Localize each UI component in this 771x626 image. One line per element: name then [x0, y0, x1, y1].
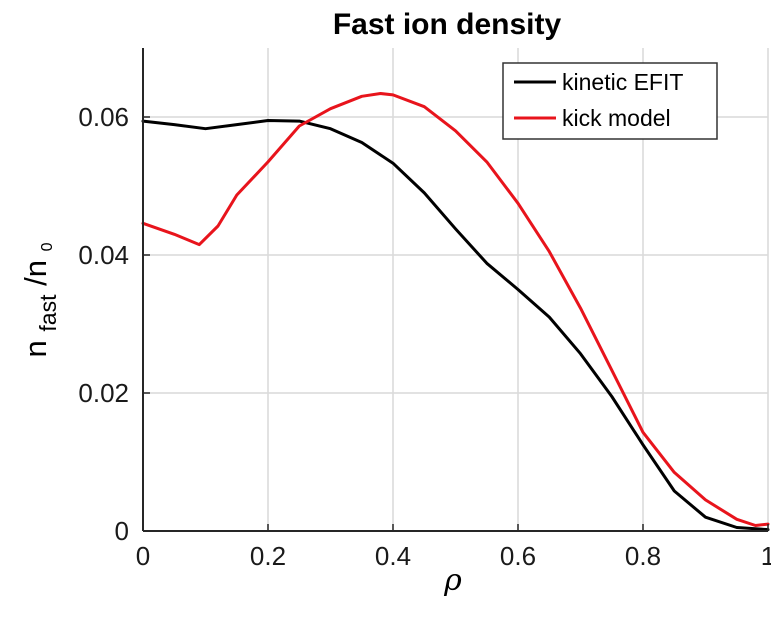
- series-line-kick-model: [141, 92, 770, 527]
- y-axis-label-mid: /n: [18, 260, 53, 286]
- x-tick-label: 0.4: [375, 541, 411, 571]
- y-axis-label-main: n: [18, 340, 53, 357]
- x-axis-label: ρ: [443, 563, 462, 598]
- x-tick-label: 0.2: [250, 541, 286, 571]
- y-axis-label-sub: fast: [35, 294, 61, 332]
- legend: kinetic EFIT kick model: [502, 62, 718, 140]
- y-axis-label: n fast /n 0: [18, 242, 63, 357]
- tick-labels: 0 0.2 0.4 0.6 0.8 1 0 0.02 0.04 0.06: [78, 102, 771, 571]
- y-tick-label: 0.06: [78, 102, 129, 132]
- y-tick-label: 0.02: [78, 378, 129, 408]
- x-tick-label: 1: [761, 541, 771, 571]
- y-tick-label: 0: [115, 516, 129, 546]
- y-tick-label: 0.04: [78, 240, 129, 270]
- x-tick-label: 0: [136, 541, 150, 571]
- axes: [142, 48, 769, 532]
- x-tick-label: 0.6: [500, 541, 536, 571]
- series-layer: [141, 92, 770, 532]
- chart-title: Fast ion density: [333, 8, 562, 41]
- legend-box: [502, 62, 718, 140]
- legend-label-kick-model: kick model: [562, 105, 671, 131]
- legend-label-kinetic-efit: kinetic EFIT: [562, 69, 683, 95]
- x-tick-label: 0.8: [625, 541, 661, 571]
- y-axis-label-sub2: 0: [39, 242, 56, 251]
- series-line-kinetic-efit: [141, 119, 770, 532]
